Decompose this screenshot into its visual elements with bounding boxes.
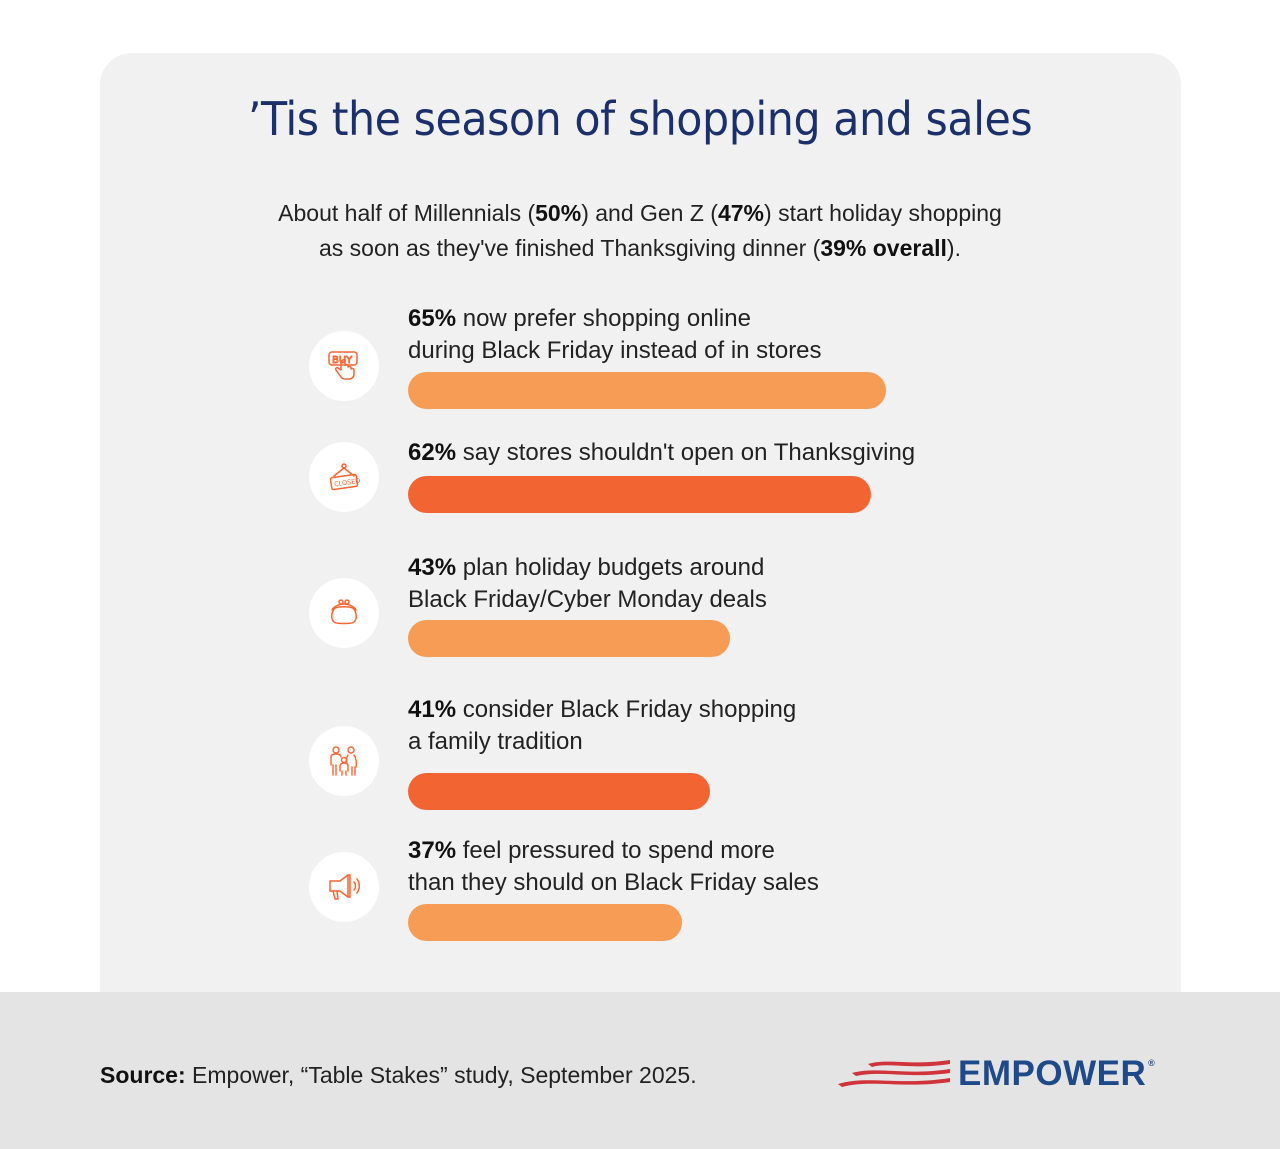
stat-bar <box>408 372 886 409</box>
stat-label: 37% feel pressured to spend more than the… <box>408 835 819 899</box>
stat-bar <box>408 476 871 513</box>
stat-text: consider Black Friday shopping <box>456 696 797 723</box>
registered-mark: ® <box>1148 1058 1156 1068</box>
source-note: Source: Empower, “Table Stakes” study, S… <box>100 1062 697 1089</box>
stat-percent: 65% <box>408 305 457 332</box>
stat-text: now prefer shopping online <box>456 305 751 332</box>
stat-text: a family tradition <box>408 728 583 755</box>
stat-percent: 37% <box>408 837 457 864</box>
overall-pct: 39% overall <box>820 235 947 261</box>
logo-text: EMPOWER <box>958 1054 1147 1093</box>
page-title: ’Tis the season of shopping and sales <box>247 92 1033 146</box>
stat-percent: 62% <box>408 439 457 466</box>
source-label: Source: <box>100 1062 186 1088</box>
closed-sign-icon: CLOSED <box>309 442 379 512</box>
stat-text: say stores shouldn't open on Thanksgivin… <box>456 439 916 466</box>
stat-text: than they should on Black Friday sales <box>408 869 819 896</box>
flag-stripes-icon <box>838 1060 950 1087</box>
subtitle-text: as soon as they've finished Thanksgiving… <box>319 235 821 261</box>
stat-text: plan holiday budgets around <box>456 554 765 581</box>
family-icon <box>309 726 379 796</box>
stat-label: 65% now prefer shopping online during Bla… <box>408 303 822 367</box>
footer <box>0 992 1280 1149</box>
millennials-pct: 50% <box>535 200 582 226</box>
stat-percent: 41% <box>408 696 457 723</box>
stat-label: 41% consider Black Friday shopping a fami… <box>408 694 796 758</box>
stat-text: feel pressured to spend more <box>456 837 775 864</box>
buy-button-icon: BUY <box>309 331 379 401</box>
logo-wordmark: EMPOWER ® <box>958 1054 1155 1094</box>
megaphone-icon <box>309 852 379 922</box>
stat-bar <box>408 904 682 941</box>
stat-label: 62% say stores shouldn't open on Thanksg… <box>408 437 915 469</box>
stat-bar <box>408 773 710 810</box>
subtitle-text: ) start holiday shopping <box>764 200 1002 226</box>
stat-bar <box>408 620 730 657</box>
empower-logo: EMPOWER ® <box>838 1054 1155 1094</box>
subtitle-text: ) and Gen Z ( <box>581 200 718 226</box>
infographic-card <box>100 53 1181 1013</box>
stat-text: Black Friday/Cyber Monday deals <box>408 586 767 613</box>
stat-percent: 43% <box>408 554 457 581</box>
subtitle: About half of Millennials (50%) and Gen … <box>0 196 1280 266</box>
source-text: Empower, “Table Stakes” study, September… <box>185 1062 697 1088</box>
coin-purse-icon <box>309 578 379 648</box>
stat-text: during Black Friday instead of in stores <box>408 337 822 364</box>
svg-text:CLOSED: CLOSED <box>334 477 361 489</box>
subtitle-text: About half of Millennials ( <box>278 200 536 226</box>
subtitle-text: ). <box>946 235 961 261</box>
stat-label: 43% plan holiday budgets around Black Fri… <box>408 552 767 616</box>
genz-pct: 47% <box>717 200 765 226</box>
